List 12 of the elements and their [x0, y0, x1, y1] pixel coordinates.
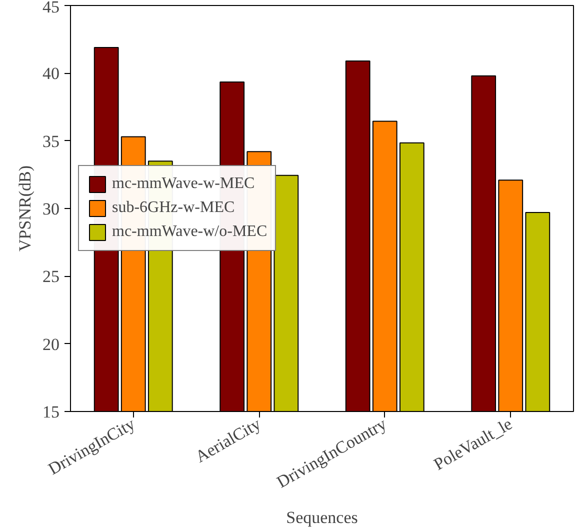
y-tick-label: 35: [42, 132, 60, 151]
y-tick-label: 15: [42, 402, 60, 422]
y-tick-label: 20: [42, 334, 60, 354]
y-tick-label: 25: [42, 267, 60, 286]
y-tick-label: 45: [42, 0, 60, 16]
legend-label: mc-mmWave-w/o-MEC: [112, 223, 268, 241]
x-axis-title: Sequences: [286, 508, 358, 527]
y-tick-label: 30: [42, 200, 60, 218]
y-axis-title: VPSNR(dB): [16, 166, 34, 252]
legend-label: mc-mmWave-w-MEC: [112, 175, 255, 193]
y-tick-label: 40: [42, 64, 60, 84]
legend-label: sub-6GHz-w-MEC: [112, 199, 235, 217]
